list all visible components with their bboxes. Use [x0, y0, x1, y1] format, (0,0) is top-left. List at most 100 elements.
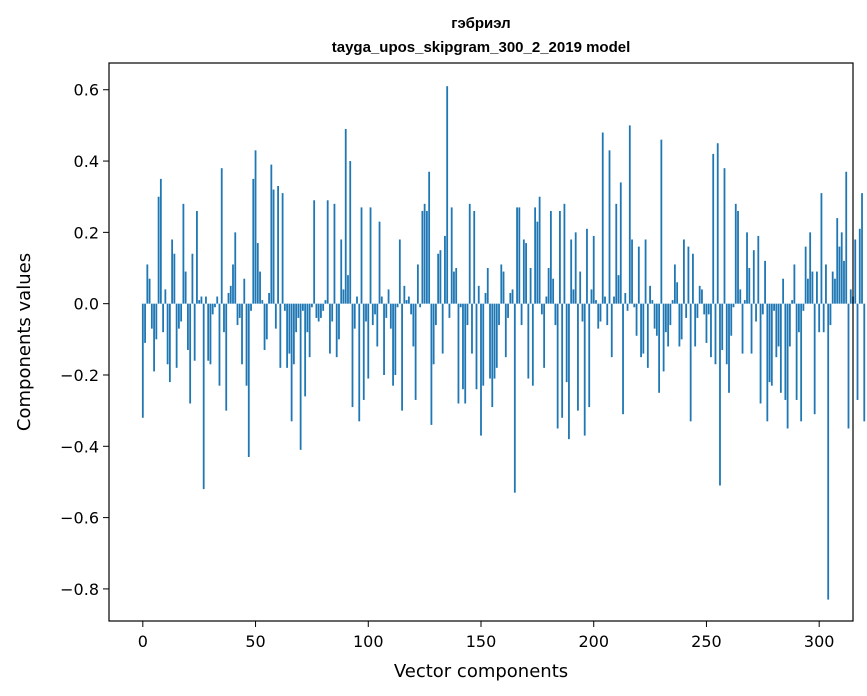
bar: [563, 203, 566, 304]
bar: [153, 303, 155, 372]
y-tick-label: 0.6: [74, 81, 99, 100]
bar: [283, 303, 286, 311]
bar: [588, 303, 591, 408]
bar: [791, 300, 794, 304]
bar: [752, 250, 755, 304]
bar: [207, 303, 210, 361]
bar: [687, 246, 690, 304]
bar: [685, 303, 688, 318]
bar: [761, 303, 764, 315]
bar: [543, 303, 546, 368]
bar: [489, 303, 491, 379]
bar: [362, 303, 365, 400]
chart-title: гэбриэл: [451, 15, 510, 32]
bar: [807, 278, 809, 304]
bar: [254, 150, 257, 304]
bar: [635, 303, 638, 336]
bar: [626, 303, 629, 311]
bar: [462, 303, 464, 390]
bar: [802, 303, 805, 311]
bar: [642, 303, 645, 354]
bar: [615, 203, 618, 304]
bar: [856, 303, 859, 400]
bar: [716, 143, 719, 304]
bar: [405, 300, 408, 304]
bar: [586, 228, 588, 304]
x-tick-label: 150: [466, 632, 497, 651]
bar: [295, 303, 298, 333]
bar: [304, 303, 307, 397]
bar: [597, 303, 600, 329]
bar: [243, 278, 246, 304]
bar: [279, 303, 282, 368]
bar: [180, 303, 183, 322]
bar: [820, 193, 823, 304]
bar: [554, 303, 557, 326]
bar: [227, 292, 230, 304]
bar: [516, 207, 518, 304]
bar: [398, 239, 401, 304]
x-tick-label: 300: [804, 632, 835, 651]
bar: [484, 292, 487, 304]
bar: [655, 303, 658, 336]
bar: [175, 303, 178, 368]
bar: [333, 203, 336, 304]
bar: [646, 303, 649, 368]
bar: [311, 303, 313, 308]
bar: [329, 303, 331, 354]
bar: [349, 161, 352, 304]
bar: [734, 203, 737, 304]
bar: [223, 303, 225, 333]
bar: [843, 260, 845, 304]
bar: [858, 228, 861, 304]
bar: [446, 86, 449, 304]
bar: [861, 193, 863, 304]
bar: [200, 296, 203, 304]
bar: [633, 303, 636, 308]
bar: [502, 271, 505, 304]
bar: [385, 303, 388, 318]
bar: [680, 303, 683, 340]
bar: [320, 303, 322, 318]
bar: [245, 303, 248, 386]
bar: [689, 303, 692, 422]
bar: [344, 128, 347, 304]
bar: [696, 303, 699, 318]
x-axis-ticks: 0 50 100 150 200 250 300: [138, 621, 835, 651]
bar: [394, 303, 397, 375]
bar: [259, 271, 261, 304]
bar: [238, 303, 241, 318]
bar: [624, 292, 627, 304]
bar: [741, 303, 744, 354]
bar: [658, 303, 661, 393]
bar: [274, 303, 277, 329]
bar: [838, 246, 841, 304]
bar: [592, 235, 595, 304]
bar: [252, 178, 255, 304]
bar: [261, 300, 264, 304]
bar: [331, 303, 334, 322]
bar: [256, 243, 259, 304]
y-tick-label: −0.2: [60, 366, 99, 385]
bar: [338, 303, 340, 340]
bar: [703, 303, 706, 315]
bar: [836, 218, 839, 304]
bar: [448, 303, 451, 318]
bar: [610, 303, 613, 358]
bar: [389, 303, 392, 329]
y-axis-label: Components values: [14, 253, 35, 431]
bar: [768, 303, 771, 383]
bar: [845, 171, 848, 304]
bar: [189, 303, 192, 404]
y-tick-label: −0.6: [60, 509, 99, 528]
bar: [220, 168, 223, 304]
bar: [809, 232, 812, 304]
bar: [590, 289, 593, 304]
bar: [184, 271, 187, 304]
bar: [797, 303, 800, 333]
bar: [376, 303, 379, 347]
bar: [721, 303, 724, 351]
bar: [518, 207, 521, 304]
bar: [849, 289, 852, 304]
bar: [263, 303, 266, 351]
